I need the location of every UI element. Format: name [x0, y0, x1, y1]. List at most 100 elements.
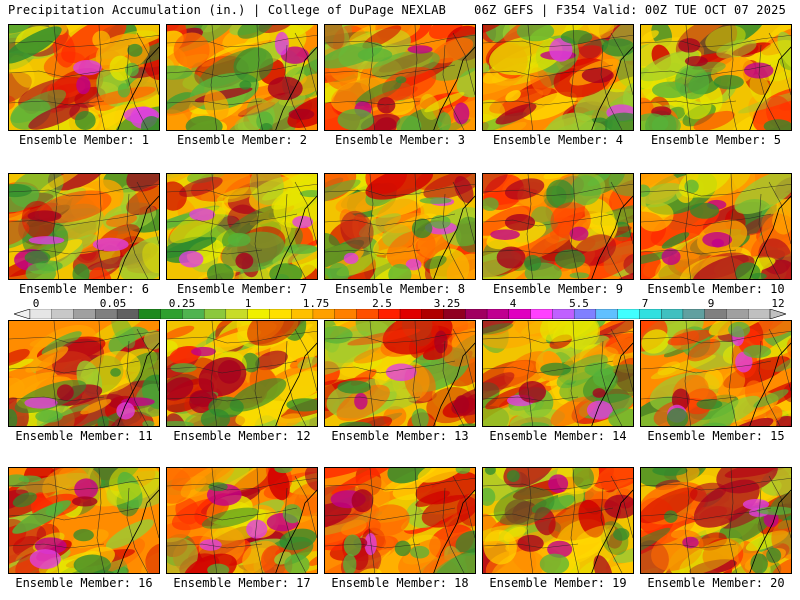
- colorbar-swatch: [203, 309, 227, 319]
- colorbar-swatch: [399, 309, 423, 319]
- ensemble-member-panel: Ensemble Member: 15: [640, 320, 792, 443]
- ensemble-member-label: Ensemble Member: 9: [492, 282, 624, 296]
- ensemble-member-label: Ensemble Member: 13: [331, 429, 469, 443]
- colorbar-swatch: [639, 309, 662, 319]
- precip-map-svg: [483, 468, 633, 573]
- colorbar-swatch: [573, 309, 597, 319]
- header-run-info: 06Z GEFS | F354 Valid: 00Z TUE OCT 07 20…: [474, 3, 786, 17]
- colorbar-swatch: [291, 309, 314, 319]
- colorbar-tick-label: 0.05: [99, 297, 127, 310]
- colorbar-swatch: [726, 309, 749, 319]
- colorbar-swatch: [486, 309, 510, 319]
- ensemble-member-label: Ensemble Member: 5: [650, 133, 782, 147]
- colorbar-svg: [14, 309, 786, 319]
- colorbar: 0 0.05 0.25 1 1.75 2.5 3.25 4 5.5 7 9 12: [14, 297, 786, 321]
- precip-map-svg: [167, 468, 317, 573]
- precip-map-svg: [325, 174, 475, 279]
- colorbar-tick-label: 0.25: [168, 297, 196, 310]
- precip-map: [166, 173, 318, 280]
- colorbar-swatch: [160, 309, 183, 319]
- colorbar-swatch: [138, 309, 162, 319]
- ensemble-member-label: Ensemble Member: 10: [647, 282, 785, 296]
- colorbar-tick-label: 4: [509, 297, 517, 310]
- ensemble-member-label: Ensemble Member: 6: [18, 282, 150, 296]
- colorbar-swatch: [661, 309, 684, 319]
- colorbar-tick-label: 2.5: [372, 297, 392, 310]
- ensemble-member-panel: Ensemble Member: 7: [166, 173, 318, 296]
- ensemble-member-label: Ensemble Member: 19: [489, 576, 627, 590]
- precip-map-svg: [9, 468, 159, 573]
- colorbar-tick-label: 1: [244, 297, 252, 310]
- ensemble-member-label: Ensemble Member: 14: [489, 429, 627, 443]
- precip-map: [8, 320, 160, 427]
- ensemble-member-label: Ensemble Member: 17: [173, 576, 311, 590]
- colorbar-swatch: [617, 309, 640, 319]
- precip-map-svg: [167, 321, 317, 426]
- precip-map: [324, 467, 476, 574]
- ensemble-member-panel: Ensemble Member: 6: [8, 173, 160, 296]
- colorbar-swatch: [247, 309, 270, 319]
- colorbar-swatch: [312, 309, 336, 319]
- ensemble-member-label: Ensemble Member: 2: [176, 133, 308, 147]
- ensemble-member-panel: Ensemble Member: 9: [482, 173, 634, 296]
- precip-map: [482, 24, 634, 131]
- precip-map-svg: [9, 321, 159, 426]
- ensemble-member-panel: Ensemble Member: 20: [640, 467, 792, 590]
- precip-map: [324, 173, 476, 280]
- colorbar-swatch: [116, 309, 140, 319]
- colorbar-swatch: [704, 309, 727, 319]
- ensemble-member-panel: Ensemble Member: 16: [8, 467, 160, 590]
- precip-map-svg: [641, 321, 791, 426]
- precip-map: [8, 467, 160, 574]
- precip-map-svg: [641, 468, 791, 573]
- colorbar-swatch: [508, 309, 532, 319]
- precip-map: [166, 467, 318, 574]
- colorbar-tick-label: 1.75: [302, 297, 330, 310]
- precip-map: [640, 320, 792, 427]
- ensemble-member-label: Ensemble Member: 16: [15, 576, 153, 590]
- ensemble-member-label: Ensemble Member: 3: [334, 133, 466, 147]
- precip-map-svg: [325, 468, 475, 573]
- ensemble-member-label: Ensemble Member: 11: [15, 429, 153, 443]
- colorbar-tick-label: 7: [641, 297, 649, 310]
- colorbar-swatch: [595, 309, 619, 319]
- precip-map: [166, 24, 318, 131]
- precip-map-svg: [483, 25, 633, 130]
- ensemble-member-panel: Ensemble Member: 10: [640, 173, 792, 296]
- precip-map-svg: [9, 25, 159, 130]
- ensemble-member-panel: Ensemble Member: 14: [482, 320, 634, 443]
- precip-map-svg: [325, 25, 475, 130]
- precip-map: [482, 467, 634, 574]
- precip-map-svg: [325, 321, 475, 426]
- precip-map: [8, 24, 160, 131]
- precip-map: [640, 467, 792, 574]
- header-title: Precipitation Accumulation (in.) | Colle…: [8, 3, 447, 17]
- ensemble-member-panel: Ensemble Member: 18: [324, 467, 476, 590]
- ensemble-member-panel: Ensemble Member: 3: [324, 24, 476, 147]
- ensemble-member-panel: Ensemble Member: 13: [324, 320, 476, 443]
- ensemble-member-label: Ensemble Member: 1: [18, 133, 150, 147]
- precip-map-svg: [167, 174, 317, 279]
- ensemble-member-panel: Ensemble Member: 12: [166, 320, 318, 443]
- ensemble-member-panel: Ensemble Member: 2: [166, 24, 318, 147]
- colorbar-swatch: [182, 309, 205, 319]
- colorbar-swatch: [225, 309, 249, 319]
- colorbar-swatch: [73, 309, 96, 319]
- precip-map: [482, 173, 634, 280]
- colorbar-swatch: [269, 309, 292, 319]
- colorbar-tick-label: 3.25: [433, 297, 461, 310]
- ensemble-member-panel: Ensemble Member: 19: [482, 467, 634, 590]
- precip-map-svg: [641, 25, 791, 130]
- ensemble-member-panel: Ensemble Member: 1: [8, 24, 160, 147]
- ensemble-member-label: Ensemble Member: 18: [331, 576, 469, 590]
- ensemble-member-label: Ensemble Member: 15: [647, 429, 785, 443]
- precip-map: [8, 173, 160, 280]
- precip-map: [640, 24, 792, 131]
- colorbar-swatch: [95, 309, 118, 319]
- colorbar-swatch: [421, 309, 444, 319]
- ensemble-member-panel: Ensemble Member: 8: [324, 173, 476, 296]
- precip-map-svg: [483, 174, 633, 279]
- colorbar-tick-label: 0: [32, 297, 40, 310]
- precip-map-svg: [483, 321, 633, 426]
